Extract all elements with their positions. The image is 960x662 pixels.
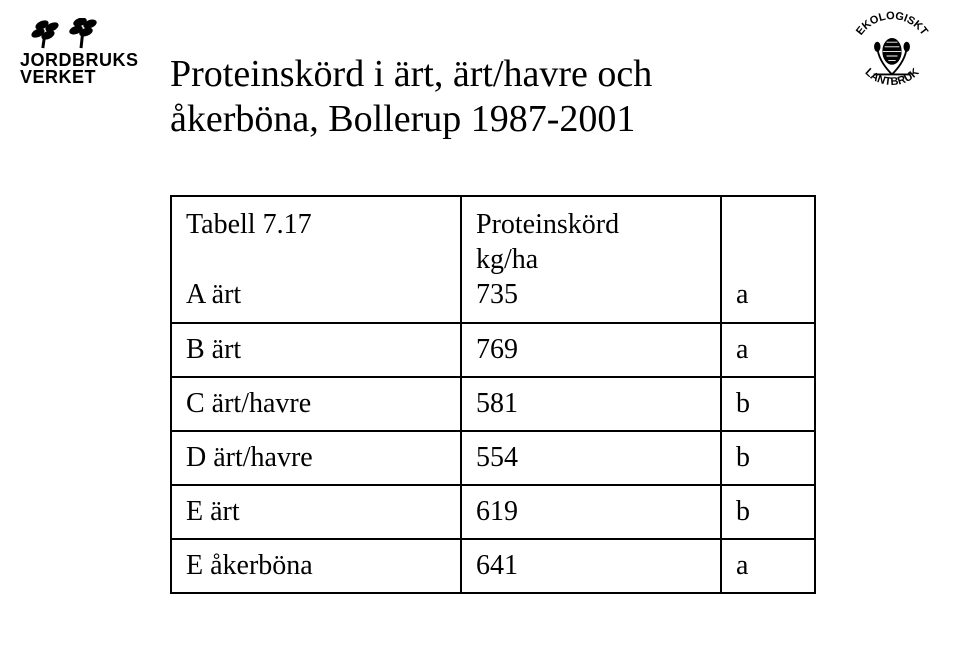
row0-value: 735 [476, 277, 706, 312]
row2-sig: b [721, 377, 815, 431]
title-line1: Proteinskörd i ärt, ärt/havre och [170, 52, 890, 97]
row1-label: B ärt [171, 323, 461, 377]
row2-value: 581 [461, 377, 721, 431]
row3-value: 554 [461, 431, 721, 485]
table-row: C ärt/havre 581 b [171, 377, 815, 431]
row5-value: 641 [461, 539, 721, 593]
logo-left-line2: VERKET [20, 69, 150, 86]
row3-label: D ärt/havre [171, 431, 461, 485]
svg-text:EKOLOGISKT: EKOLOGISKT [854, 10, 930, 38]
row2-label: C ärt/havre [171, 377, 461, 431]
row5-label: E åkerböna [171, 539, 461, 593]
row0-sig: a [736, 277, 800, 312]
row4-value: 619 [461, 485, 721, 539]
table-caption: Tabell 7.17 [186, 207, 446, 242]
page: JORDBRUKS VERKET EKOLOGISKT LANTBRUK [0, 0, 960, 662]
table-row: E åkerböna 641 a [171, 539, 815, 593]
table-row: D ärt/havre 554 b [171, 431, 815, 485]
table-row: E ärt 619 b [171, 485, 815, 539]
table-row: B ärt 769 a [171, 323, 815, 377]
jordbruks-verket-logo: JORDBRUKS VERKET [20, 18, 150, 86]
row1-sig: a [721, 323, 815, 377]
value-header-line1: Proteinskörd [476, 207, 706, 242]
eko-top-text: EKOLOGISKT [854, 10, 930, 38]
row1-value: 769 [461, 323, 721, 377]
jordbruks-verket-text: JORDBRUKS VERKET [20, 52, 150, 86]
page-title: Proteinskörd i ärt, ärt/havre och åkerbö… [170, 52, 890, 142]
row0-label: A ärt [186, 277, 446, 312]
grain-ears-icon [20, 18, 130, 50]
protein-table: Tabell 7.17 A ärt Proteinskörd kg/ha 735… [170, 195, 816, 594]
value-header-line2: kg/ha [476, 242, 706, 277]
row4-label: E ärt [171, 485, 461, 539]
title-line2: åkerböna, Bollerup 1987-2001 [170, 97, 890, 142]
row5-sig: a [721, 539, 815, 593]
row3-sig: b [721, 431, 815, 485]
table-header-row: Tabell 7.17 A ärt Proteinskörd kg/ha 735… [171, 196, 815, 323]
row4-sig: b [721, 485, 815, 539]
